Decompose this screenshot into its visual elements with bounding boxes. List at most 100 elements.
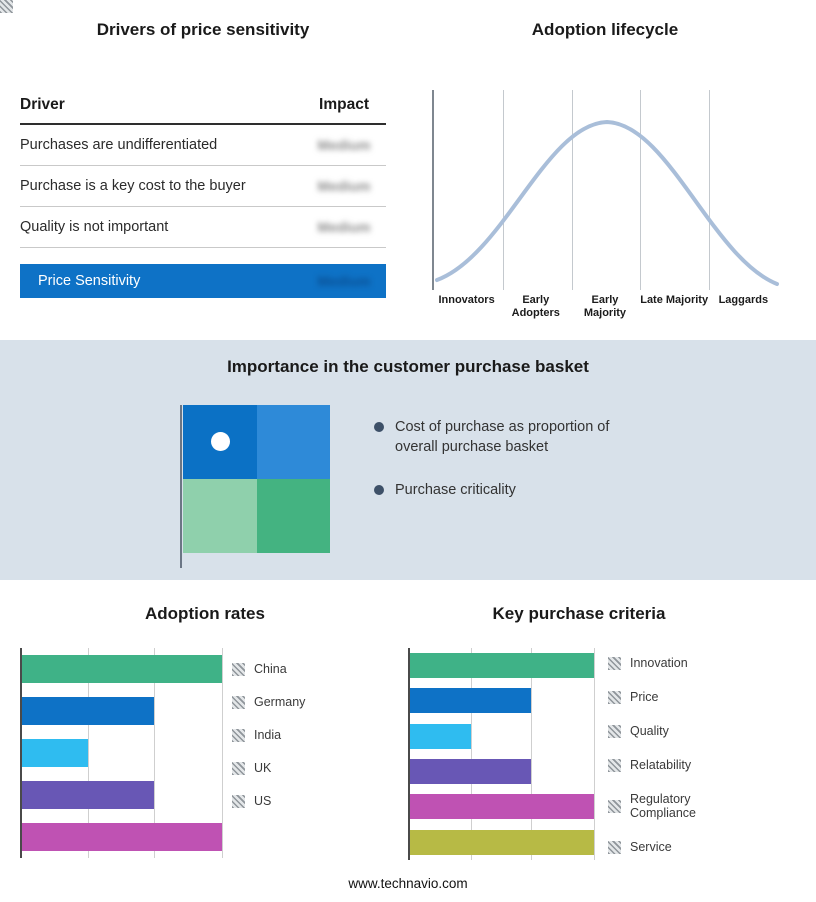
adoption-lifecycle-panel: Adoption lifecycle Innovators Early Adop… — [432, 14, 779, 320]
list-item: Purchase criticality — [374, 481, 642, 501]
gridline — [154, 648, 155, 858]
quadrant-cell — [256, 405, 330, 479]
table-row: Quality is not important Medium — [20, 207, 386, 248]
bar-service — [410, 829, 594, 855]
quadrant-axis-line — [180, 405, 182, 568]
panel-title: Importance in the customer purchase bask… — [227, 357, 589, 376]
list-item: Cost of purchase as proportion of overal… — [374, 418, 642, 457]
chart-title: Adoption rates — [145, 604, 265, 623]
impact-cell-redacted: Medium — [317, 219, 371, 235]
quadrant-cell — [183, 479, 257, 553]
bar-price — [410, 688, 532, 714]
legend-swatch-redacted — [232, 794, 245, 808]
bar-germany — [22, 697, 154, 725]
legend-item: UK — [232, 761, 305, 775]
stage-label: Early Adopters — [511, 294, 560, 320]
gridline — [222, 648, 223, 858]
gridline — [594, 648, 595, 860]
bar-relatability — [410, 759, 532, 785]
impact-cell-redacted: Medium — [317, 178, 371, 194]
bullet-icon — [374, 422, 384, 432]
legend-label: Innovation — [630, 656, 688, 670]
legend-swatch-redacted — [232, 695, 245, 709]
bell-curve — [435, 119, 779, 286]
legend-swatch-redacted — [608, 840, 621, 854]
legend-label: US — [254, 794, 272, 808]
legend: Innovation Price Quality Relatability Regula… — [608, 656, 750, 854]
key-purchase-criteria-chart: Key purchase criteria Innovation Price Qua… — [408, 604, 750, 860]
legend-label: Service — [630, 840, 672, 854]
impact-cell-redacted: Medium — [317, 273, 371, 289]
stage-label: Late Majority — [640, 294, 709, 306]
gridline — [571, 90, 573, 290]
impact-column-header: Impact — [319, 96, 369, 113]
bar-regulatory-compliance — [410, 794, 594, 820]
price-sensitivity-row: Price Sensitivity Medium — [20, 264, 386, 298]
bar-series — [22, 648, 222, 858]
legend-label: Germany — [254, 695, 306, 709]
driver-cell: Purchase is a key cost to the buyer — [20, 178, 246, 194]
panel-title: Adoption lifecycle — [531, 20, 679, 39]
panel-title: Drivers of price sensitivity — [96, 20, 310, 39]
legend-item: US — [232, 794, 305, 808]
bar-china — [22, 655, 222, 683]
stage-label: Laggards — [718, 294, 769, 306]
legend-item: Quality — [608, 724, 750, 738]
legend-swatch-redacted — [608, 758, 621, 772]
legend-label: India — [254, 728, 282, 742]
bar-innovation — [410, 653, 594, 679]
legend-item: China — [232, 662, 305, 676]
website-url: www.technavio.com — [348, 876, 468, 891]
purchase-basket-panel: Importance in the customer purchase bask… — [0, 340, 816, 580]
chart-title: Key purchase criteria — [492, 604, 666, 623]
table-row: Purchase is a key cost to the buyer Medi… — [20, 166, 386, 207]
bar-us — [22, 823, 222, 851]
quadrant-cell — [256, 479, 330, 553]
quadrant-chart — [183, 405, 330, 553]
gridline — [640, 90, 642, 290]
legend-swatch-redacted — [232, 728, 245, 742]
driver-cell: Quality is not important — [20, 219, 169, 235]
position-marker-dot — [211, 432, 230, 451]
stage-label: Innovators — [438, 294, 495, 306]
plot-area — [20, 648, 223, 858]
legend-item: Service — [608, 840, 750, 854]
driver-cell: Purchases are undifferentiated — [20, 137, 218, 153]
bell-curve-chart — [432, 90, 779, 290]
legend-item: Relatability — [608, 758, 750, 772]
legend-swatch-redacted — [232, 761, 245, 775]
gridline — [531, 648, 533, 860]
bullet-list: Cost of purchase as proportion of overal… — [374, 418, 642, 525]
legend-swatch-redacted — [608, 690, 621, 704]
gridline — [88, 648, 89, 858]
drivers-of-price-sensitivity-panel: Drivers of price sensitivity Driver Impa… — [20, 14, 386, 298]
table-header: Driver Impact — [20, 96, 386, 125]
plot-area — [408, 648, 595, 860]
gridline — [502, 90, 504, 290]
legend-label: Quality — [630, 724, 669, 738]
table-row: Purchases are undifferentiated Medium — [20, 125, 386, 166]
redacted-corner-mark — [0, 0, 13, 13]
legend-item: Regulatory Compliance — [608, 792, 750, 820]
legend-swatch-redacted — [608, 656, 621, 670]
legend-swatch-redacted — [232, 662, 245, 676]
bar-series — [410, 648, 594, 860]
bar-uk — [22, 781, 154, 809]
legend-item: Germany — [232, 695, 305, 709]
bullet-text: Cost of purchase as proportion of overal… — [395, 419, 610, 455]
legend: China Germany India UK US — [232, 662, 305, 808]
legend-label: UK — [254, 761, 272, 775]
legend-label: Price — [630, 690, 659, 704]
price-sensitivity-label: Price Sensitivity — [38, 273, 141, 289]
bullet-icon — [374, 485, 384, 496]
lifecycle-stage-labels: Innovators Early Adopters Early Majority… — [432, 294, 778, 320]
legend-label: Regulatory Compliance — [630, 792, 697, 820]
driver-column-header: Driver — [20, 96, 65, 113]
bullet-text: Purchase criticality — [395, 482, 516, 499]
stage-label: Early Majority — [583, 294, 627, 320]
legend-item: Price — [608, 690, 750, 704]
legend-item: India — [232, 728, 305, 742]
legend-swatch-redacted — [608, 799, 621, 813]
impact-cell-redacted: Medium — [317, 137, 371, 153]
